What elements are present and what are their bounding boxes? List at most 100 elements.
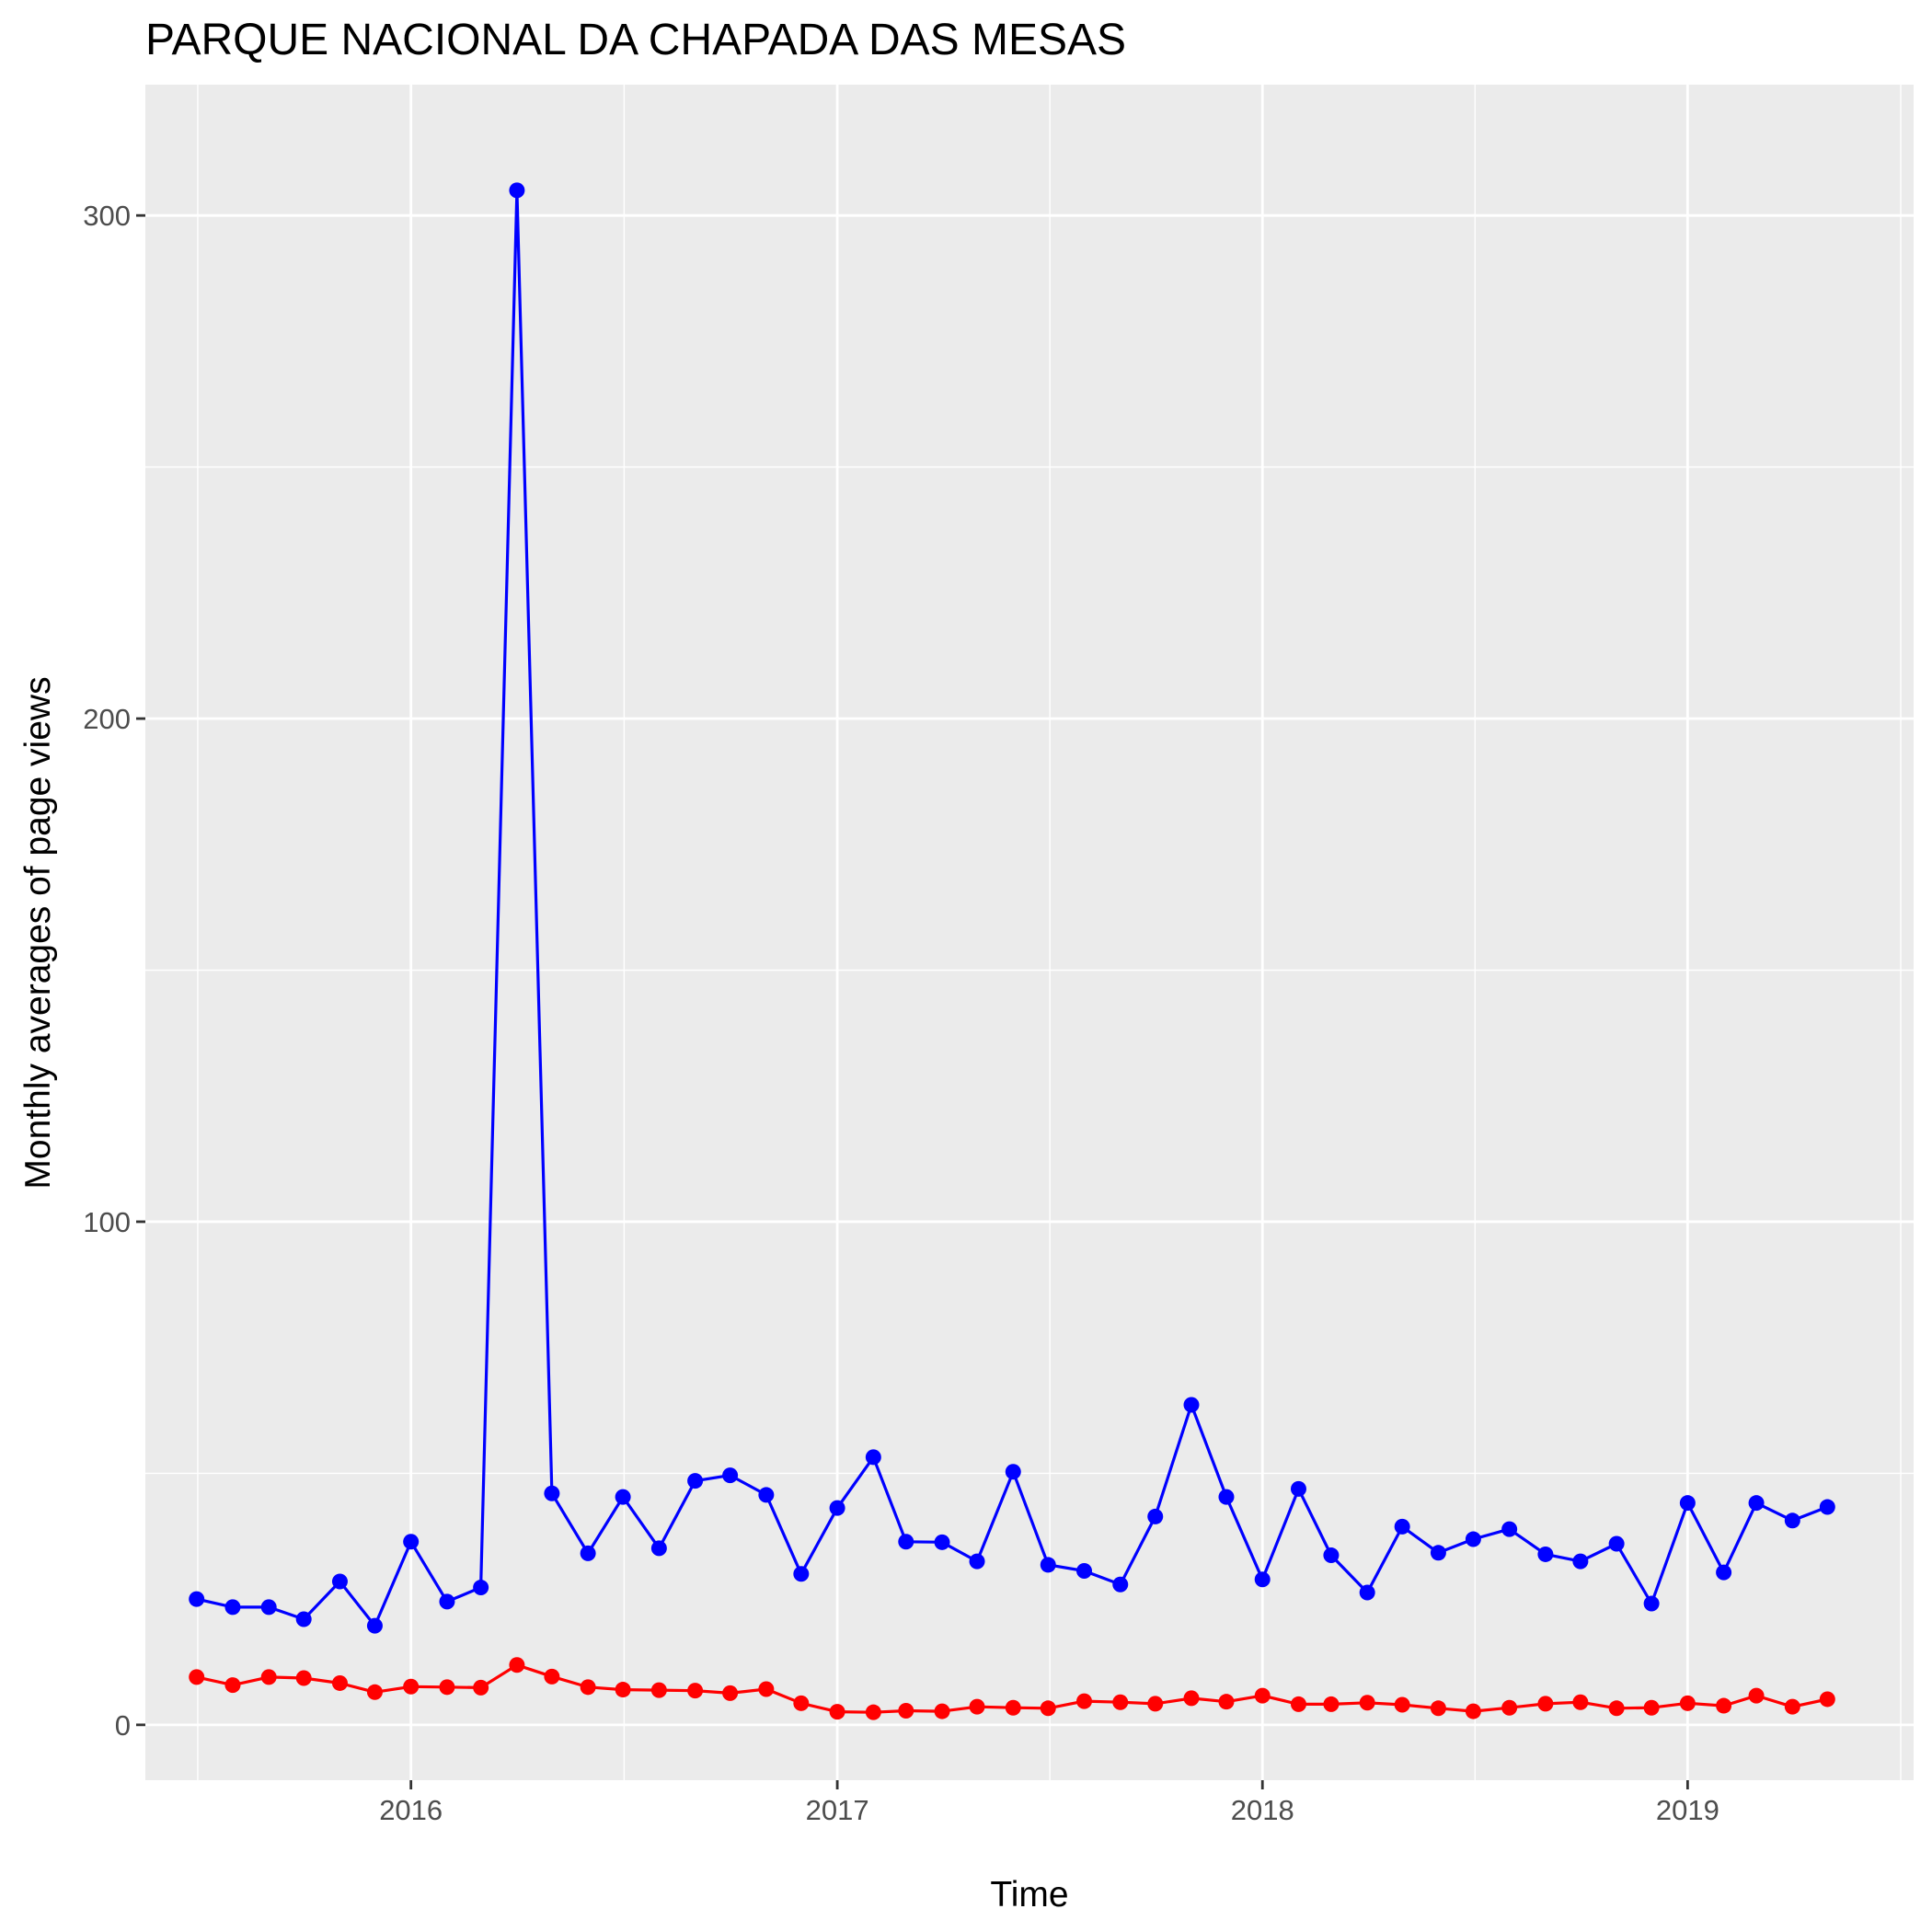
series-2-point [793, 1695, 810, 1711]
series-1-point [687, 1473, 704, 1489]
series-2-point [544, 1668, 560, 1685]
series-1-point [1394, 1518, 1410, 1535]
series-1-point [224, 1599, 241, 1616]
series-2-point [1254, 1687, 1271, 1704]
series-1-point [1430, 1545, 1446, 1561]
x-tick-label: 2016 [379, 1794, 443, 1826]
series-1-point [898, 1534, 914, 1550]
series-1-point [793, 1566, 810, 1582]
series-1-point [615, 1489, 631, 1505]
series-2-point [829, 1704, 845, 1720]
series-2-point [260, 1669, 277, 1685]
series-2-point [1040, 1700, 1056, 1717]
y-tick-label: 300 [83, 200, 131, 232]
series-2-point [403, 1678, 420, 1695]
series-2-point [1183, 1690, 1200, 1707]
series-2-point [1819, 1691, 1835, 1708]
x-tick-label: 2019 [1656, 1794, 1719, 1826]
series-1-point [1608, 1535, 1625, 1552]
series-2-point [1112, 1694, 1129, 1710]
series-2-point [1005, 1699, 1021, 1716]
series-2-point [722, 1685, 739, 1701]
y-tick-label: 100 [83, 1206, 131, 1238]
series-1-point [758, 1487, 775, 1503]
series-2-point [1359, 1695, 1375, 1711]
series-1-point [829, 1500, 845, 1516]
series-1-point [1537, 1546, 1554, 1562]
plot-panel [145, 85, 1914, 1780]
series-1-point [295, 1611, 312, 1627]
series-1-point [969, 1553, 985, 1570]
series-2-point [934, 1703, 950, 1719]
series-1-point [366, 1617, 383, 1634]
series-1-point [403, 1534, 420, 1550]
series-2-point [224, 1677, 241, 1694]
series-1-point [1254, 1571, 1271, 1588]
series-1-point [473, 1580, 489, 1596]
series-2-point [509, 1657, 525, 1673]
chart-title: PARQUE NACIONAL DA CHAPADA DAS MESAS [145, 16, 1126, 64]
series-2-point [1748, 1687, 1765, 1704]
series-2-point [1784, 1698, 1800, 1715]
series-1-point [580, 1545, 596, 1561]
series-1-point [1643, 1595, 1660, 1612]
series-1-point [1716, 1564, 1732, 1581]
x-axis-title: Time [990, 1875, 1068, 1915]
series-1-point [439, 1593, 455, 1610]
series-2-point [650, 1682, 667, 1698]
series-2-point [366, 1684, 383, 1700]
series-2-point [687, 1683, 704, 1699]
series-layer [189, 182, 1835, 1720]
y-tick-label: 0 [115, 1709, 131, 1742]
series-2-point [615, 1682, 631, 1698]
series-2-point [1323, 1696, 1340, 1712]
series-1-point [1112, 1576, 1129, 1593]
x-tick-label: 2018 [1231, 1794, 1294, 1826]
series-2-point [865, 1704, 881, 1720]
series-1-point [1290, 1480, 1306, 1497]
series-2-point [898, 1703, 914, 1719]
series-1-point [1183, 1397, 1200, 1413]
series-2-point [1076, 1693, 1093, 1709]
minor-gridlines [145, 85, 1914, 1780]
series-2-point [1679, 1695, 1696, 1711]
series-2-point [439, 1679, 455, 1696]
series-2-point [1537, 1696, 1554, 1712]
series-1-point [1323, 1547, 1340, 1564]
series-2-point [1290, 1696, 1306, 1712]
series-1-point [1748, 1495, 1765, 1512]
series-1-point [650, 1540, 667, 1557]
series-2-point [969, 1698, 985, 1715]
series-1-point [934, 1534, 950, 1550]
series-2-point [1643, 1699, 1660, 1716]
y-tick-label: 200 [83, 703, 131, 735]
series-1-point [1147, 1508, 1164, 1524]
series-1-point [1076, 1562, 1093, 1579]
series-1-point [260, 1599, 277, 1616]
series-2-point [758, 1681, 775, 1697]
series-1-point [865, 1449, 881, 1466]
series-1-point [1501, 1521, 1518, 1537]
series-1-point [189, 1591, 205, 1607]
series-1-point [722, 1467, 739, 1484]
series-2-point [580, 1679, 596, 1696]
series-2-point [1572, 1694, 1589, 1710]
series-2-point [1147, 1696, 1164, 1712]
series-2-point [1218, 1694, 1235, 1710]
series-1-point [1218, 1489, 1235, 1505]
axis-layer: 0 100 200 300 2016 2017 2018 2019 [83, 200, 1719, 1826]
series-2-point [1394, 1696, 1410, 1713]
series-1-point [1005, 1464, 1021, 1480]
series-1-point [544, 1485, 560, 1501]
series-2-point [1465, 1703, 1481, 1719]
series-2-point [1608, 1700, 1625, 1717]
series-2-point [295, 1670, 312, 1686]
series-2-point [1430, 1700, 1446, 1717]
series-2-point [1501, 1699, 1518, 1716]
series-1-point [1465, 1531, 1481, 1547]
series-2-point [331, 1674, 348, 1691]
series-1-point [1572, 1553, 1589, 1570]
series-2-point [189, 1669, 205, 1685]
series-1-point [1784, 1512, 1800, 1529]
